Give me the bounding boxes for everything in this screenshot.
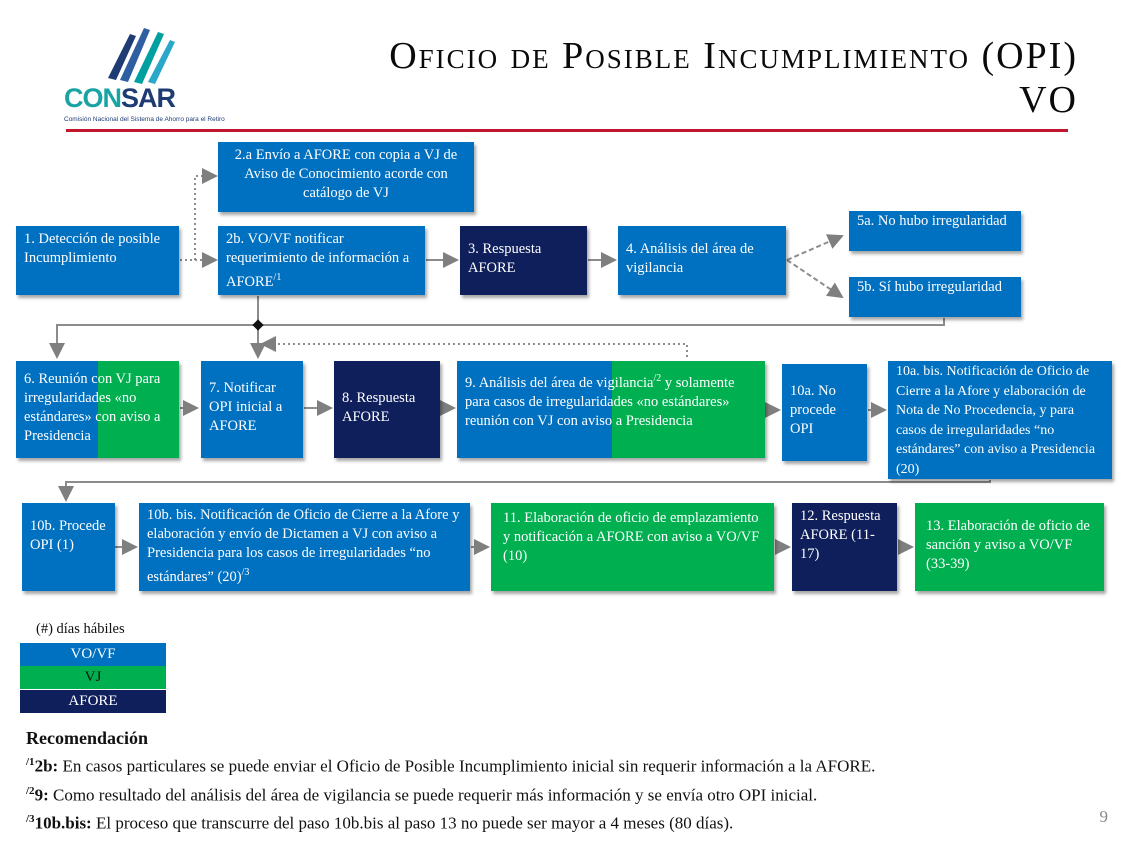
legend-title: (#) días hábiles [36,621,125,637]
page-title-line2: VO [1019,79,1078,121]
step-10bbis-text: 10b. bis. Notificación de Oficio de Cier… [147,507,460,585]
step-7-box: 7. Notificar OPI inicial a AFORE [201,361,303,458]
step-8-box: 8. Respuesta AFORE [334,361,440,458]
step-4-box: 4. Análisis del área de vigilancia [618,226,786,295]
recommendation-heading: Recomendación [26,728,148,748]
logo-brand: CONSAR [64,83,176,114]
step-11-box: 11. Elaboración de oficio de emplazamien… [491,503,774,591]
legend-vo-vf: VO/VF [20,643,166,666]
recommendation-notes: Recomendación /12b: En casos particulare… [26,726,875,836]
note-3-text: El proceso que transcurre del paso 10b.b… [91,813,734,833]
arrow-4-to-5b [786,259,844,299]
arrow-9-loop-to-7 [260,336,688,357]
note-2-key: 9: [34,785,49,805]
logo-brand-con: CON [64,83,122,113]
step-10bbis-sup: /3 [241,567,250,578]
step-5b-box: 5b. Sí hubo irregularidad [849,277,1021,317]
step-9-sup: /2 [653,373,662,384]
step-10b-box: 10b. Procede OPI (1) [22,503,115,591]
logo-swoosh-icon [108,28,175,84]
step-3-box: 3. Respuesta AFORE [460,226,587,295]
consar-logo [60,14,210,129]
step-9-box: 9. Análisis del área de vigilancia/2 y s… [457,361,765,458]
arrow-5b-to-6 [49,318,945,359]
step-9-text-b: y solamente para casos de irregularidade… [465,374,735,429]
step-2b-text: 2b. VO/VF notificar requerimiento de inf… [226,231,410,290]
note-3-key: 10b.bis: [34,813,92,833]
note-2-text: Como resultado del análisis del área de … [48,785,818,805]
step-2b-box: 2b. VO/VF notificar requerimiento de inf… [218,226,425,295]
step-5a-box: 5a. No hubo irregularidad [849,211,1021,251]
step-1-box: 1. Detección de posible Incumplimiento [16,226,179,295]
note-1-key: 2b: [34,756,59,776]
logo-subtitle: Comisión Nacional del Sistema de Ahorro … [64,116,225,123]
step-10abis-box: 10a. bis. Notificación de Oficio de Cier… [888,361,1112,479]
note-3-sup: /3 [26,813,35,826]
step-9-text-a: 9. Análisis del área de vigilancia [465,374,654,391]
note-1: /12b: En casos particulares se puede env… [26,750,875,779]
arrow-4-to-5a [786,234,844,261]
legend-vj: VJ [20,666,166,689]
step-6-box: 6. Reunión con VJ para irregularidades «… [16,361,179,458]
step-12-box: 12. Respuesta AFORE (11-17) [792,503,897,591]
note-1-text: En casos particulares se puede enviar el… [58,756,876,776]
page-title-line1: Oficio de Posible Incumplimiento (OPI) [389,35,1078,77]
arrow-1-to-2a [180,168,218,261]
note-2: /29: Como resultado del análisis del áre… [26,779,875,808]
step-13-box: 13. Elaboración de oficio de sanción y a… [915,503,1104,591]
legend-afore: AFORE [20,690,166,713]
title-rule [66,129,1068,132]
step-10a-box: 10a. No procede OPI [782,364,867,461]
note-1-sup: /1 [26,756,35,768]
page-number: 9 [1099,807,1109,826]
arrow-10abis-to-10b [58,480,991,502]
note-3: /310b.bis: El proceso que transcurre del… [26,807,875,836]
page-title: Oficio de Posible Incumplimiento (OPI) V… [389,34,1078,122]
logo-brand-sar: SAR [121,83,176,113]
note-2-sup: /2 [26,784,35,797]
step-10bbis-box: 10b. bis. Notificación de Oficio de Cier… [139,503,470,591]
junction-diamond [252,319,264,331]
step-2b-sup: /1 [273,272,282,283]
step-2a-box: 2.a Envío a AFORE con copia a VJ de Avis… [218,142,474,212]
